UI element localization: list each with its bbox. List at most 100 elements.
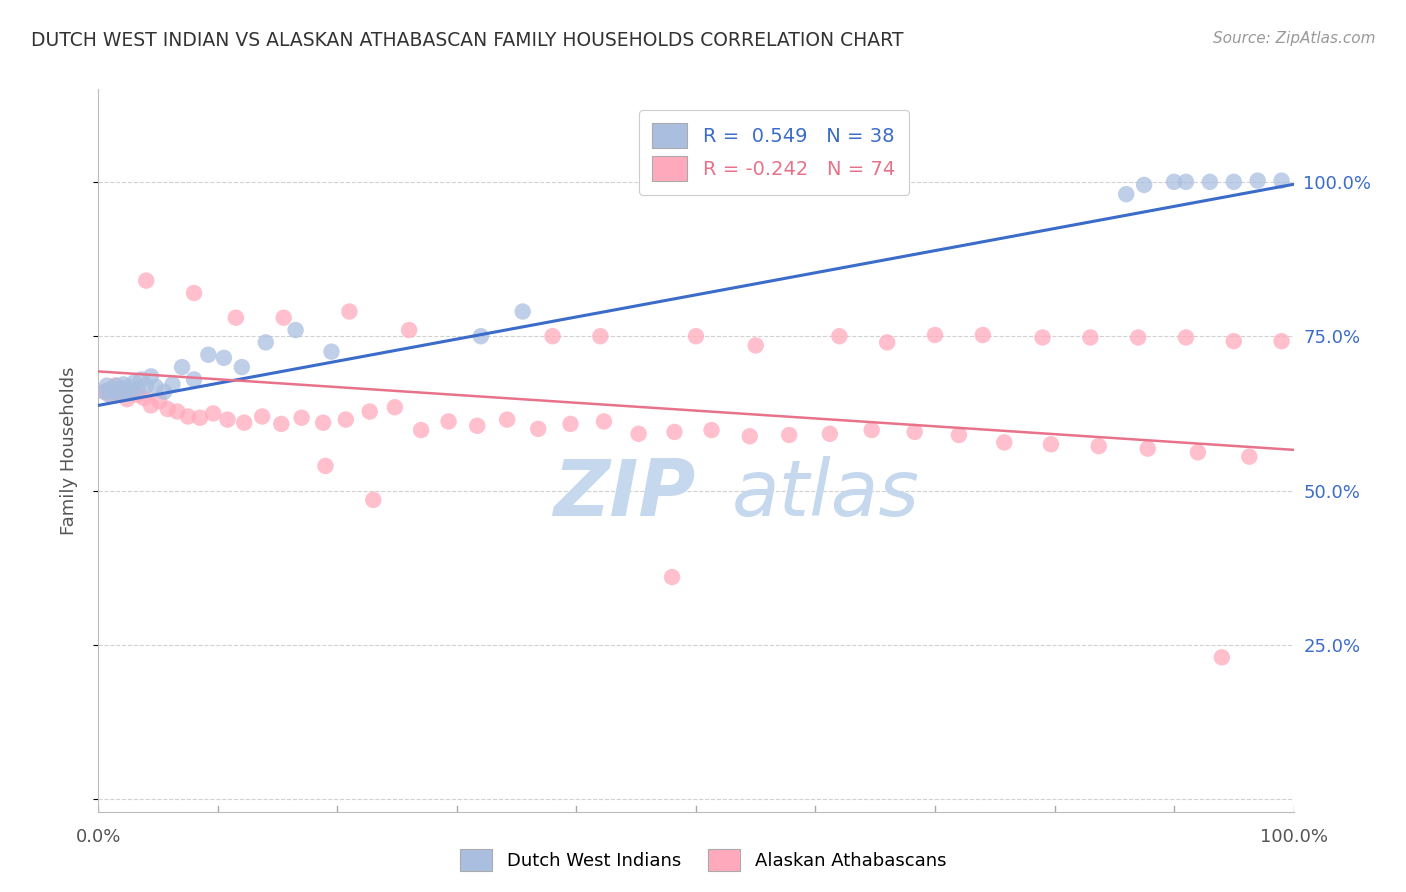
Point bbox=[560, 417, 582, 431]
Point bbox=[112, 377, 135, 392]
Point bbox=[172, 360, 194, 375]
Point bbox=[541, 329, 564, 343]
Point bbox=[1175, 330, 1198, 344]
Point bbox=[104, 378, 127, 392]
Point bbox=[135, 378, 157, 392]
Point bbox=[860, 423, 883, 437]
Point bbox=[1247, 173, 1270, 187]
Point bbox=[197, 348, 219, 362]
Text: ZIP: ZIP bbox=[553, 456, 695, 532]
Point bbox=[1032, 330, 1054, 344]
Point bbox=[217, 412, 239, 426]
Point bbox=[312, 416, 335, 430]
Point bbox=[132, 391, 155, 405]
Text: DUTCH WEST INDIAN VS ALASKAN ATHABASCAN FAMILY HOUSEHOLDS CORRELATION CHART: DUTCH WEST INDIAN VS ALASKAN ATHABASCAN … bbox=[31, 31, 904, 50]
Point bbox=[145, 380, 167, 394]
Point bbox=[121, 384, 143, 399]
Point bbox=[153, 384, 176, 399]
Point bbox=[738, 429, 761, 443]
Point bbox=[1080, 330, 1102, 344]
Point bbox=[233, 416, 256, 430]
Point bbox=[1271, 173, 1294, 187]
Point bbox=[993, 435, 1015, 450]
Point bbox=[250, 409, 273, 424]
Point bbox=[1175, 175, 1198, 189]
Point bbox=[103, 384, 125, 399]
Point bbox=[117, 380, 139, 394]
Point bbox=[359, 404, 381, 418]
Point bbox=[527, 422, 550, 436]
Point bbox=[162, 377, 184, 392]
Point bbox=[470, 329, 492, 343]
Point bbox=[745, 338, 768, 352]
Point bbox=[148, 394, 170, 409]
Point bbox=[183, 372, 205, 386]
Point bbox=[273, 310, 295, 325]
Point bbox=[115, 384, 138, 399]
Point bbox=[127, 388, 149, 402]
Point bbox=[1223, 175, 1246, 189]
Point bbox=[100, 382, 122, 396]
Point bbox=[93, 384, 115, 399]
Point bbox=[512, 304, 534, 318]
Point bbox=[1128, 330, 1150, 344]
Point bbox=[664, 425, 686, 439]
Text: atlas: atlas bbox=[733, 456, 920, 532]
Point bbox=[156, 402, 179, 417]
Point bbox=[254, 335, 277, 350]
Point bbox=[1039, 437, 1062, 451]
Point bbox=[465, 418, 488, 433]
Point bbox=[96, 378, 118, 392]
Point bbox=[904, 425, 927, 439]
Point bbox=[1087, 439, 1109, 453]
Point bbox=[139, 398, 162, 412]
Point bbox=[398, 323, 420, 337]
Point bbox=[1115, 187, 1137, 202]
Point bbox=[98, 388, 121, 402]
Point bbox=[335, 412, 357, 426]
Point bbox=[1163, 175, 1185, 189]
Point bbox=[111, 382, 134, 396]
Point bbox=[924, 328, 946, 343]
Point bbox=[212, 351, 235, 365]
Point bbox=[105, 378, 128, 392]
Point bbox=[1136, 442, 1159, 456]
Point bbox=[135, 274, 157, 288]
Point bbox=[411, 423, 433, 437]
Point bbox=[1271, 334, 1294, 348]
Point bbox=[363, 492, 385, 507]
Point bbox=[1223, 334, 1246, 348]
Point bbox=[225, 310, 247, 325]
Point bbox=[661, 570, 683, 584]
Point bbox=[948, 428, 970, 442]
Point bbox=[339, 304, 361, 318]
Legend: R =  0.549   N = 38, R = -0.242   N = 74: R = 0.549 N = 38, R = -0.242 N = 74 bbox=[638, 110, 908, 194]
Point bbox=[496, 412, 519, 426]
Point bbox=[107, 386, 129, 401]
Point bbox=[700, 423, 723, 437]
Point bbox=[177, 409, 200, 424]
Point bbox=[291, 410, 314, 425]
Point bbox=[284, 323, 307, 337]
Point bbox=[100, 388, 122, 402]
Point bbox=[110, 382, 132, 396]
Point bbox=[828, 329, 851, 343]
Point bbox=[818, 426, 841, 441]
Legend: Dutch West Indians, Alaskan Athabascans: Dutch West Indians, Alaskan Athabascans bbox=[453, 842, 953, 879]
Point bbox=[778, 428, 800, 442]
Point bbox=[93, 384, 115, 399]
Point bbox=[270, 417, 292, 431]
Point bbox=[437, 414, 460, 428]
Point bbox=[115, 392, 138, 407]
Point bbox=[321, 344, 343, 359]
Point bbox=[183, 285, 205, 300]
Point bbox=[131, 372, 153, 386]
Point bbox=[1187, 445, 1209, 459]
Point bbox=[972, 328, 994, 343]
Point bbox=[127, 382, 149, 396]
Point bbox=[593, 414, 616, 428]
Text: Source: ZipAtlas.com: Source: ZipAtlas.com bbox=[1212, 31, 1375, 46]
Point bbox=[124, 376, 146, 390]
Point bbox=[589, 329, 612, 343]
Point bbox=[202, 406, 225, 420]
